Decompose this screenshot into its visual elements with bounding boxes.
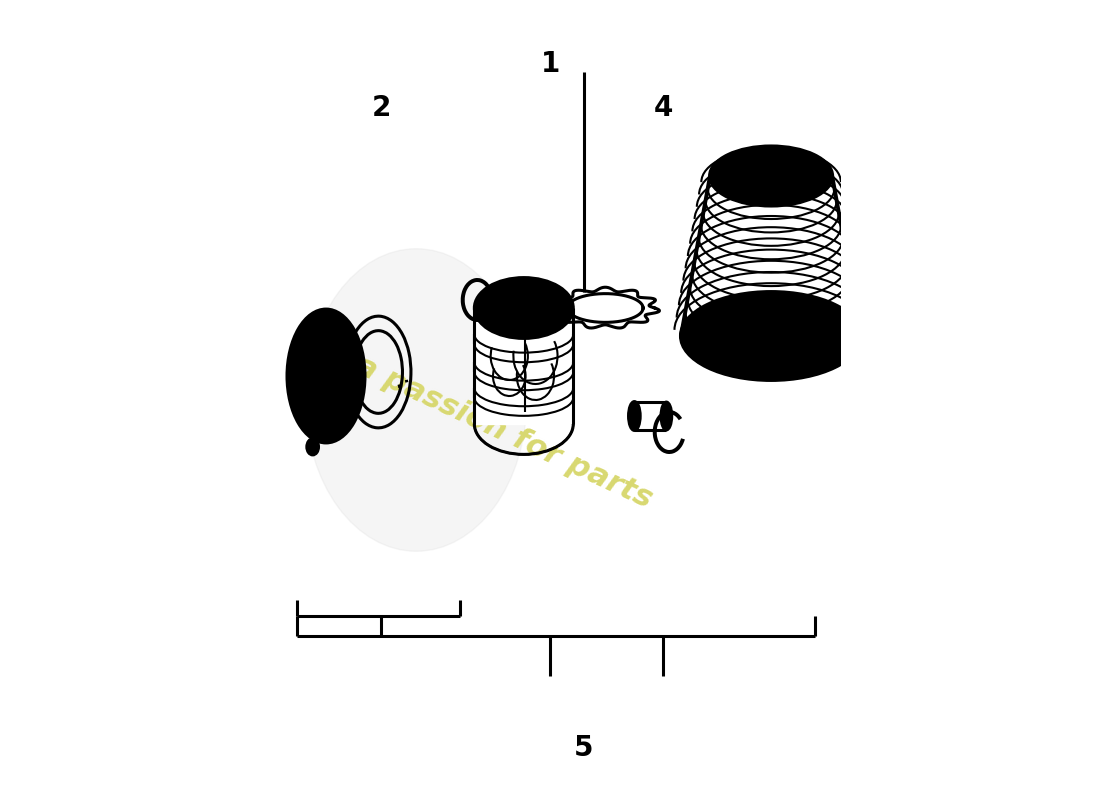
Ellipse shape: [681, 292, 861, 380]
Ellipse shape: [474, 278, 573, 338]
Text: 2: 2: [372, 94, 390, 122]
Text: 4: 4: [653, 94, 673, 122]
Ellipse shape: [628, 402, 640, 430]
Polygon shape: [681, 176, 861, 336]
Ellipse shape: [287, 309, 365, 443]
Text: 1: 1: [540, 50, 560, 78]
Ellipse shape: [631, 407, 638, 425]
Ellipse shape: [306, 249, 527, 551]
Ellipse shape: [727, 154, 815, 198]
Ellipse shape: [298, 328, 354, 424]
Circle shape: [307, 439, 319, 455]
Text: a passion for parts: a passion for parts: [351, 350, 657, 514]
Ellipse shape: [660, 402, 672, 430]
Text: 5: 5: [574, 734, 594, 762]
Ellipse shape: [706, 304, 836, 368]
Ellipse shape: [509, 290, 539, 326]
Polygon shape: [474, 308, 573, 424]
Ellipse shape: [710, 146, 833, 206]
